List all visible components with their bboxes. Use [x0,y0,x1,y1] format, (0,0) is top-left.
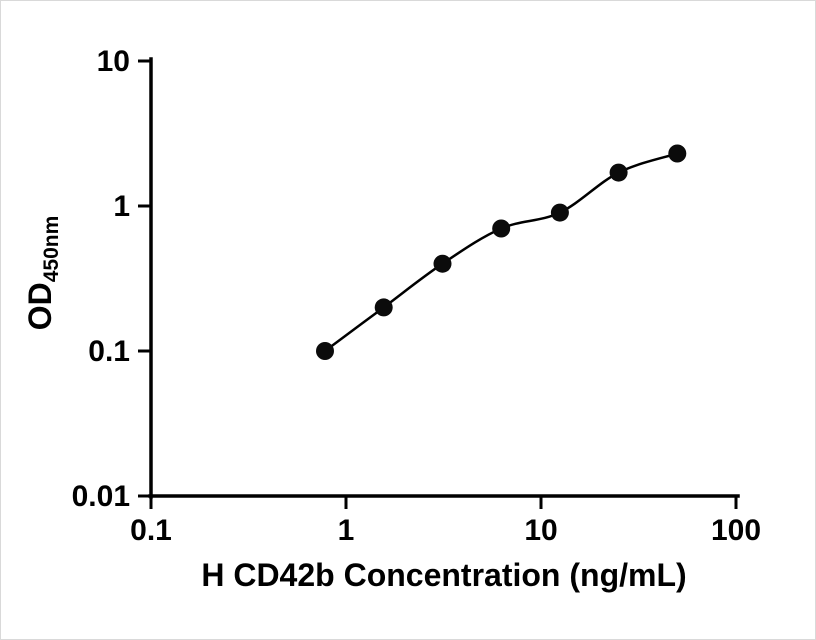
y-axis-tick-label: 1 [113,190,130,223]
x-axis-tick-label: 0.1 [130,514,172,547]
data-point [316,342,334,360]
y-axis-title-subscript: 450nm [40,216,63,283]
fit-curve [324,152,678,352]
x-axis-tick-label: 1 [338,514,355,547]
data-point [374,298,393,317]
data-point [433,254,452,273]
y-axis-tick-label: 0.1 [88,335,130,368]
x-axis-tick-label: 100 [711,514,761,547]
data-point [492,219,511,238]
data-point [668,144,687,163]
x-axis-tick-label: 10 [524,514,557,547]
svg-text:OD450nm: OD450nm [22,216,63,331]
x-axis-title: H CD42b Concentration (ng/mL) [201,557,686,593]
y-axis-tick-label: 0.01 [72,480,130,513]
y-axis-title-main: OD [22,282,58,330]
data-point [550,203,569,222]
y-axis-title: OD450nm [22,216,63,331]
data-layer [316,144,687,360]
y-axis-tick-label: 10 [97,45,130,78]
data-point [609,163,628,182]
